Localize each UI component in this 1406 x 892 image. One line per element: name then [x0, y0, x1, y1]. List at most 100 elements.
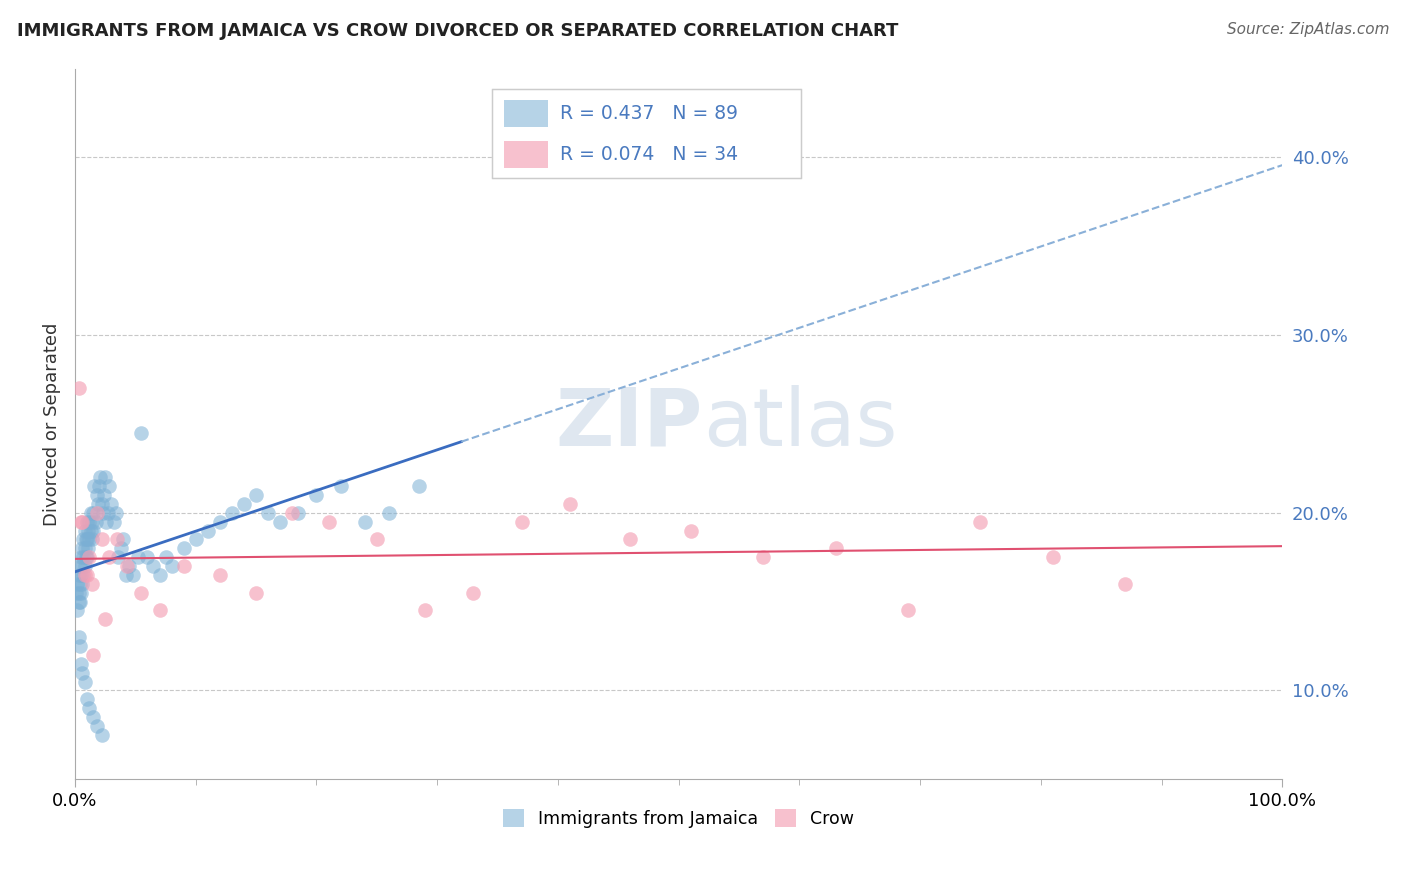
- Immigrants from Jamaica: [118, 559, 141, 574]
- Immigrants from Jamaica: [87, 497, 110, 511]
- Immigrants from Jamaica: [72, 533, 94, 547]
- Immigrants from Jamaica: [233, 497, 256, 511]
- Immigrants from Jamaica: [96, 515, 118, 529]
- Immigrants from Jamaica: [100, 497, 122, 511]
- Immigrants from Jamaica: [72, 559, 94, 574]
- Immigrants from Jamaica: [89, 479, 111, 493]
- Immigrants from Jamaica: [80, 524, 103, 538]
- Crow: [115, 559, 138, 574]
- Immigrants from Jamaica: [221, 506, 243, 520]
- Text: atlas: atlas: [703, 384, 897, 463]
- Immigrants from Jamaica: [67, 594, 90, 608]
- Immigrants from Jamaica: [72, 665, 94, 680]
- Immigrants from Jamaica: [69, 559, 91, 574]
- Immigrants from Jamaica: [80, 533, 103, 547]
- Immigrants from Jamaica: [73, 524, 96, 538]
- Immigrants from Jamaica: [86, 488, 108, 502]
- Crow: [679, 524, 702, 538]
- Immigrants from Jamaica: [67, 568, 90, 582]
- Immigrants from Jamaica: [155, 550, 177, 565]
- Immigrants from Jamaica: [112, 533, 135, 547]
- Text: R = 0.437   N = 89: R = 0.437 N = 89: [560, 103, 738, 123]
- Crow: [366, 533, 388, 547]
- Immigrants from Jamaica: [84, 515, 107, 529]
- Immigrants from Jamaica: [105, 506, 128, 520]
- Immigrants from Jamaica: [378, 506, 401, 520]
- Immigrants from Jamaica: [245, 488, 267, 502]
- Crow: [80, 576, 103, 591]
- Immigrants from Jamaica: [70, 568, 93, 582]
- Immigrants from Jamaica: [353, 515, 375, 529]
- Immigrants from Jamaica: [66, 603, 89, 617]
- Immigrants from Jamaica: [79, 515, 101, 529]
- Immigrants from Jamaica: [148, 568, 170, 582]
- Immigrants from Jamaica: [197, 524, 219, 538]
- Crow: [1042, 550, 1064, 565]
- Text: R = 0.074   N = 34: R = 0.074 N = 34: [560, 145, 738, 164]
- Immigrants from Jamaica: [93, 488, 115, 502]
- Immigrants from Jamaica: [65, 585, 87, 599]
- Crow: [1114, 576, 1136, 591]
- Crow: [148, 603, 170, 617]
- Crow: [86, 506, 108, 520]
- Legend: Immigrants from Jamaica, Crow: Immigrants from Jamaica, Crow: [496, 802, 860, 835]
- Crow: [82, 648, 104, 662]
- Immigrants from Jamaica: [91, 506, 114, 520]
- Crow: [824, 541, 846, 556]
- Crow: [245, 585, 267, 599]
- Immigrants from Jamaica: [83, 479, 105, 493]
- Y-axis label: Divorced or Separated: Divorced or Separated: [44, 322, 60, 525]
- Text: IMMIGRANTS FROM JAMAICA VS CROW DIVORCED OR SEPARATED CORRELATION CHART: IMMIGRANTS FROM JAMAICA VS CROW DIVORCED…: [17, 22, 898, 40]
- Crow: [94, 612, 117, 626]
- Crow: [173, 559, 195, 574]
- Immigrants from Jamaica: [70, 550, 93, 565]
- Crow: [318, 515, 340, 529]
- Immigrants from Jamaica: [77, 524, 100, 538]
- Crow: [97, 550, 120, 565]
- Immigrants from Jamaica: [122, 568, 145, 582]
- Immigrants from Jamaica: [73, 541, 96, 556]
- Crow: [79, 550, 101, 565]
- Immigrants from Jamaica: [69, 576, 91, 591]
- Immigrants from Jamaica: [287, 506, 309, 520]
- Immigrants from Jamaica: [89, 470, 111, 484]
- Immigrants from Jamaica: [86, 719, 108, 733]
- Crow: [73, 568, 96, 582]
- Immigrants from Jamaica: [70, 657, 93, 671]
- Immigrants from Jamaica: [131, 425, 153, 440]
- Immigrants from Jamaica: [67, 585, 90, 599]
- Immigrants from Jamaica: [110, 541, 132, 556]
- Crow: [105, 533, 128, 547]
- Crow: [70, 515, 93, 529]
- Immigrants from Jamaica: [97, 506, 120, 520]
- Crow: [90, 533, 112, 547]
- Immigrants from Jamaica: [305, 488, 328, 502]
- Immigrants from Jamaica: [70, 585, 93, 599]
- Immigrants from Jamaica: [107, 550, 129, 565]
- Immigrants from Jamaica: [184, 533, 207, 547]
- Immigrants from Jamaica: [75, 550, 97, 565]
- Immigrants from Jamaica: [72, 550, 94, 565]
- Crow: [463, 585, 485, 599]
- Immigrants from Jamaica: [76, 515, 98, 529]
- Immigrants from Jamaica: [160, 559, 183, 574]
- Immigrants from Jamaica: [72, 568, 94, 582]
- Crow: [131, 585, 153, 599]
- Crow: [619, 533, 641, 547]
- Immigrants from Jamaica: [72, 576, 94, 591]
- Crow: [510, 515, 533, 529]
- Immigrants from Jamaica: [76, 550, 98, 565]
- Crow: [72, 515, 94, 529]
- Immigrants from Jamaica: [66, 576, 89, 591]
- Crow: [76, 568, 98, 582]
- Crow: [67, 381, 90, 395]
- Immigrants from Jamaica: [114, 568, 136, 582]
- Immigrants from Jamaica: [257, 506, 280, 520]
- Crow: [897, 603, 920, 617]
- Immigrants from Jamaica: [77, 541, 100, 556]
- Immigrants from Jamaica: [142, 559, 165, 574]
- Immigrants from Jamaica: [80, 506, 103, 520]
- Immigrants from Jamaica: [90, 497, 112, 511]
- Immigrants from Jamaica: [82, 524, 104, 538]
- Immigrants from Jamaica: [173, 541, 195, 556]
